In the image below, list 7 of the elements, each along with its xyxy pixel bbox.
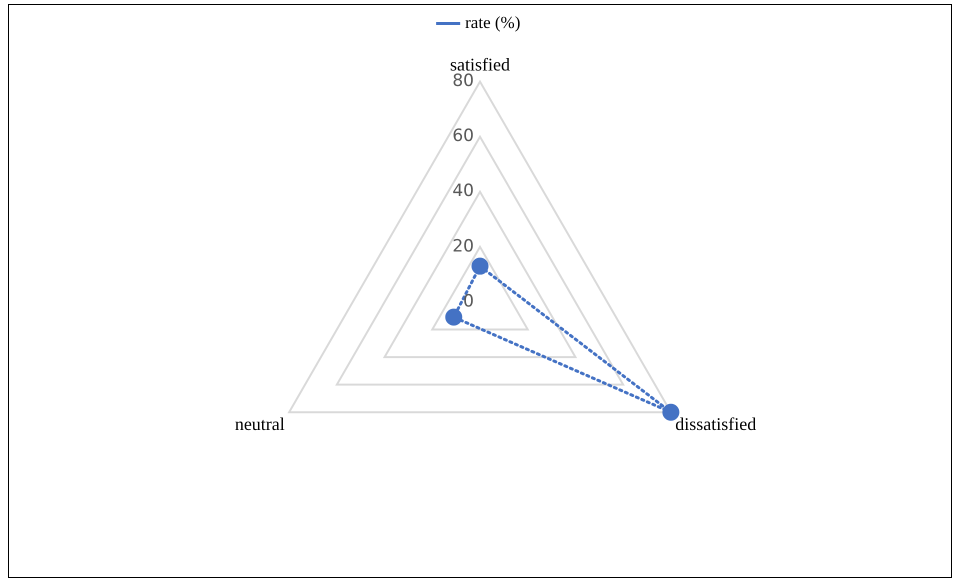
y-tick-label: 0 — [463, 291, 474, 312]
spoke-label: neutral — [234, 414, 285, 434]
y-tick-label: 60 — [452, 126, 474, 146]
legend-label: rate (%) — [465, 12, 520, 32]
y-tick-label: 20 — [452, 236, 474, 256]
y-tick-label: 40 — [452, 181, 474, 202]
spoke-label: dissatisfied — [675, 414, 756, 434]
